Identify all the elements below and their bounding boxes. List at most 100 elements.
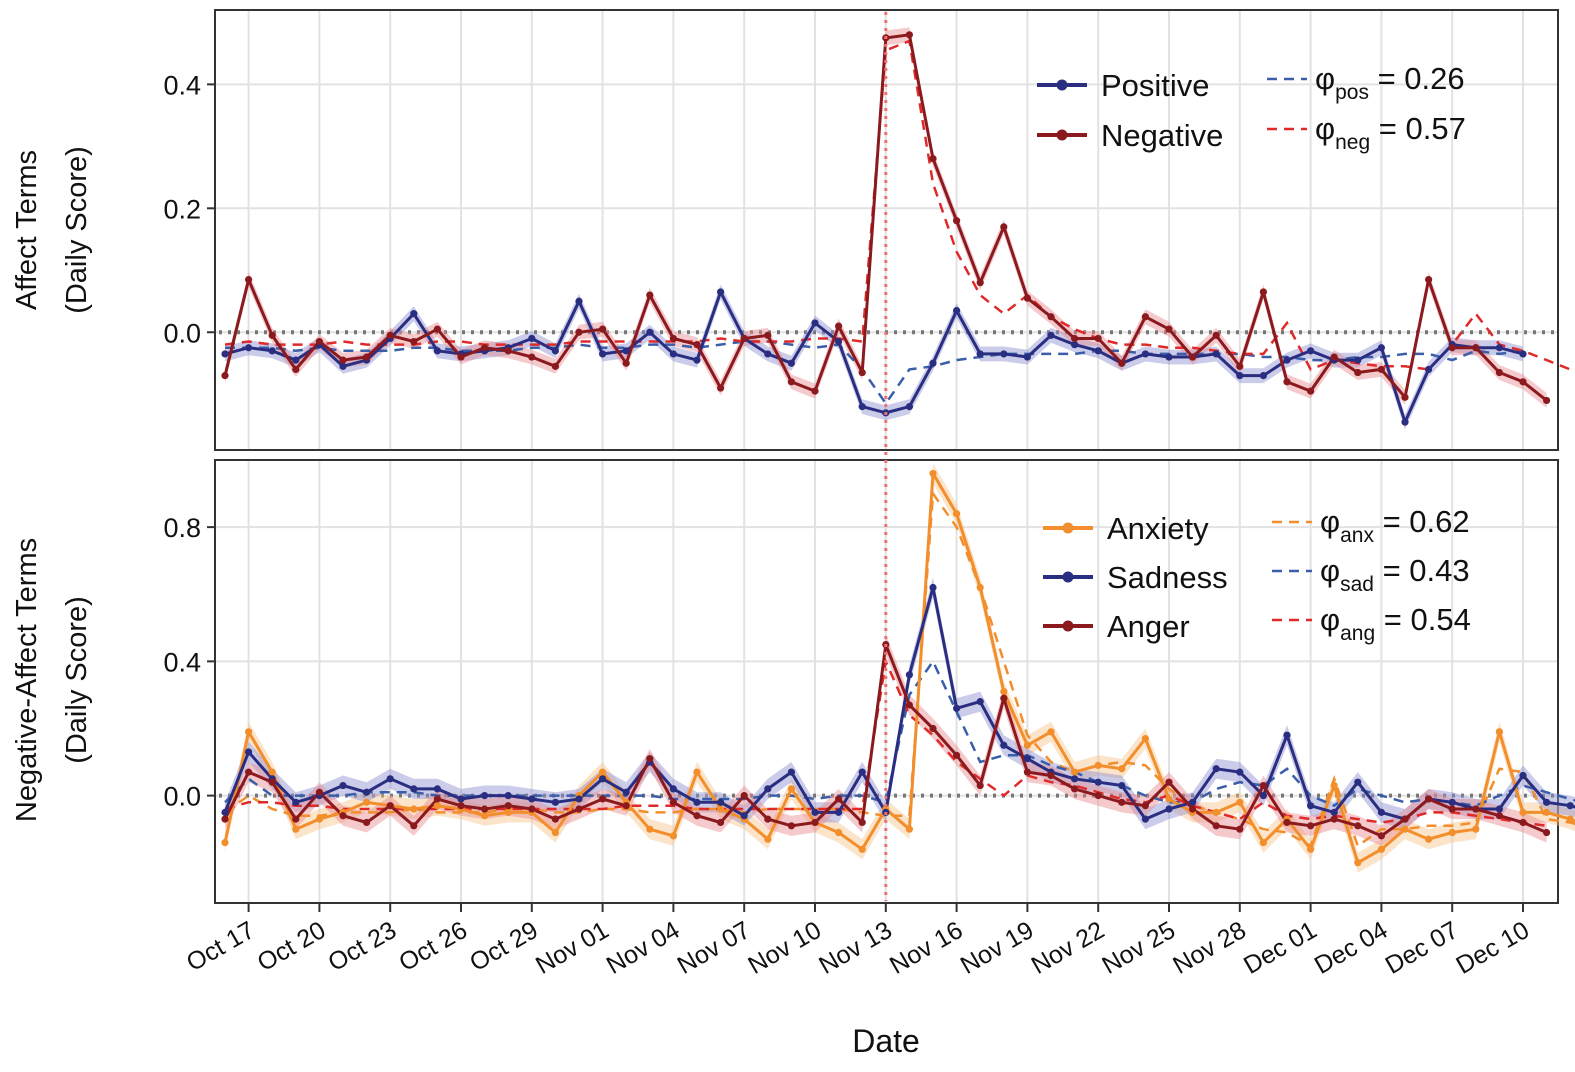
sadness-point-42 — [1212, 765, 1220, 773]
anger-point-34 — [1023, 768, 1031, 776]
anger-point-24 — [787, 822, 796, 830]
anxiety-point-51 — [1425, 835, 1433, 843]
positive-series-line — [224, 290, 1524, 424]
y-tick-label-0: 0.0 — [163, 782, 201, 812]
negative-point-34 — [1023, 294, 1031, 302]
sadness-point-45 — [1283, 731, 1291, 739]
positive-point-35 — [1047, 331, 1055, 339]
sadness-point-57 — [1566, 802, 1574, 810]
anxiety-point-33 — [1000, 687, 1008, 696]
anger-point-44 — [1259, 781, 1267, 790]
sadness-point-7 — [386, 775, 394, 783]
anxiety-point-29 — [905, 825, 914, 833]
anxiety-point-3 — [292, 825, 300, 833]
x-tick-label-6: Nov 04 — [602, 916, 685, 980]
anxiety-point-8 — [410, 805, 418, 813]
sadness-point-49 — [1377, 808, 1385, 816]
anxiety-point-14 — [551, 828, 560, 837]
positive-point-2 — [268, 347, 276, 355]
anger-point-56 — [1543, 828, 1551, 837]
negative-point-54 — [1495, 368, 1503, 377]
sadness-point-25 — [811, 808, 819, 816]
anxiety-point-40 — [1165, 795, 1173, 803]
anxiety-point-32 — [976, 583, 984, 592]
negative-point-32 — [976, 279, 984, 287]
negative-point-51 — [1425, 275, 1433, 284]
sadness-point-36 — [1071, 775, 1079, 783]
negative-point-30 — [929, 155, 937, 163]
negative-point-15 — [575, 328, 583, 336]
sadness-point-39 — [1141, 815, 1149, 823]
positive-point-16 — [599, 350, 607, 358]
x-tick-label-10: Nov 16 — [885, 916, 968, 980]
positive-point-51 — [1425, 365, 1433, 374]
sadness-point-10 — [457, 795, 465, 803]
anger-point-8 — [410, 822, 418, 830]
anxiety-point-31 — [953, 510, 961, 518]
negative-point-45 — [1283, 378, 1291, 386]
sadness-point-37 — [1094, 778, 1102, 786]
sadness-point-23 — [764, 785, 772, 793]
anger-point-20 — [693, 812, 701, 820]
sadness-point-34 — [1023, 755, 1031, 763]
positive-point-36 — [1071, 341, 1079, 349]
negative-point-19 — [669, 334, 678, 343]
y-tick-label-2: 0.8 — [163, 513, 201, 543]
anger-point-50 — [1401, 815, 1409, 823]
negative-point-2 — [268, 331, 276, 339]
anxiety-point-9 — [433, 802, 441, 810]
anxiety-point-38 — [1118, 765, 1126, 773]
anxiety-point-55 — [1519, 808, 1527, 816]
positive-point-33 — [1000, 350, 1008, 358]
anger-point-10 — [457, 802, 465, 810]
anxiety-point-48 — [1354, 859, 1362, 867]
negative-point-21 — [717, 384, 725, 392]
negative-point-39 — [1141, 313, 1149, 321]
anger-point-15 — [575, 805, 583, 813]
sadness-point-22 — [740, 812, 748, 820]
anxiety-point-42 — [1212, 808, 1220, 816]
anxiety-point-18 — [646, 825, 654, 833]
y-tick-label-2: 0.4 — [163, 70, 201, 100]
legend-anxiety-marker — [1062, 522, 1074, 534]
positive-point-8 — [410, 310, 418, 318]
negative-point-11 — [481, 344, 489, 352]
sadness-point-6 — [363, 788, 371, 796]
anger-point-31 — [953, 751, 961, 759]
positive-point-44 — [1259, 372, 1267, 380]
positive-point-31 — [953, 306, 961, 315]
x-tick-label-2: Oct 23 — [323, 916, 401, 977]
positive-point-37 — [1094, 347, 1102, 355]
positive-point-29 — [905, 403, 914, 411]
sadness-point-32 — [976, 698, 984, 706]
sadness-point-19 — [669, 785, 678, 793]
fit-line-pos — [225, 340, 1524, 406]
anger-point-40 — [1165, 778, 1173, 786]
anger-point-9 — [433, 795, 441, 803]
anger-point-25 — [811, 818, 819, 827]
positive-point-18 — [646, 328, 654, 336]
anger-point-52 — [1448, 805, 1456, 813]
negative-affect-y-ticks: 0.0 0.4 0.8 — [163, 513, 215, 812]
anxiety-point-1 — [245, 728, 253, 736]
anxiety-point-20 — [693, 768, 701, 776]
anger-point-37 — [1094, 792, 1102, 800]
positive-point-13 — [528, 334, 536, 343]
negative-point-35 — [1047, 313, 1055, 321]
negative-point-47 — [1330, 353, 1338, 361]
positive-point-50 — [1401, 418, 1409, 426]
anxiety-point-6 — [363, 798, 371, 806]
x-axis-label: Date — [852, 1023, 920, 1059]
anger-point-39 — [1141, 802, 1149, 810]
negative-point-48 — [1354, 368, 1362, 377]
sadness-point-3 — [292, 798, 300, 806]
anger-point-29 — [905, 701, 914, 709]
positive-point-54 — [1495, 344, 1503, 352]
anxiety-point-52 — [1448, 828, 1456, 837]
positive-point-48 — [1354, 356, 1362, 364]
negative-point-16 — [599, 325, 607, 333]
negative-point-50 — [1401, 393, 1409, 401]
anxiety-point-53 — [1472, 825, 1480, 833]
anxiety-point-30 — [929, 469, 937, 478]
